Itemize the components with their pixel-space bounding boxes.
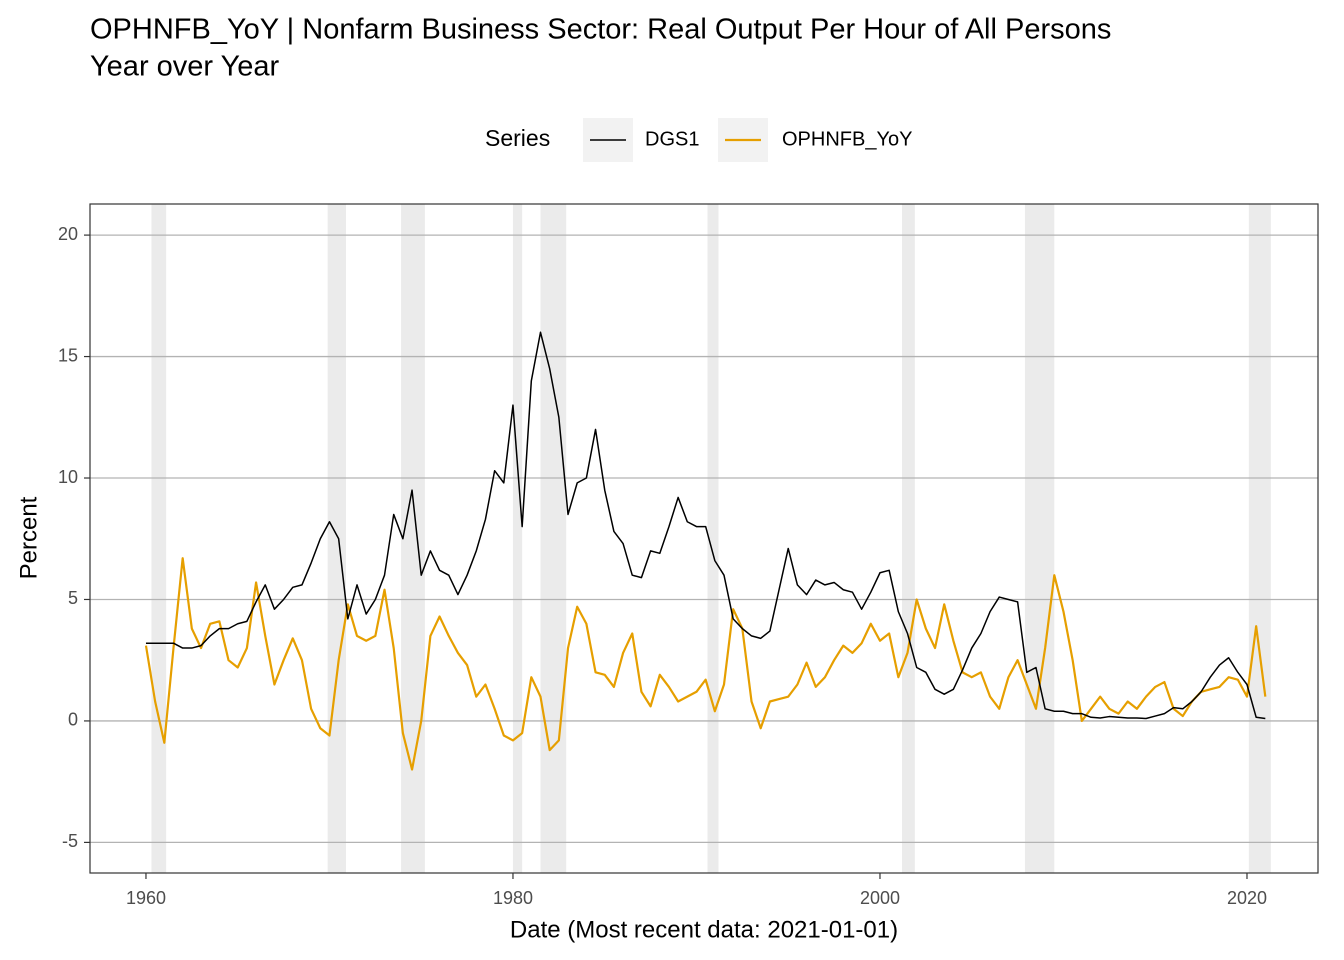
recession-band (512, 204, 523, 873)
legend-label: OPHNFB_YoY (782, 128, 912, 150)
recession-band (1248, 204, 1271, 873)
y-axis-title: Percent (15, 496, 42, 579)
x-tick-label: 1960 (126, 888, 166, 908)
plot-area: -5 0 5 10 15 20 1960 1980 2000 2020 (58, 203, 1319, 908)
recession-band (901, 204, 915, 873)
y-tick-label: -5 (62, 831, 78, 851)
chart-title: OPHNFB_YoY | Nonfarm Business Sector: Re… (90, 14, 1111, 46)
legend-title: Series (485, 125, 550, 151)
chart-title: Year over Year (90, 51, 280, 83)
series-line (145, 331, 1266, 720)
y-tick-label: 5 (68, 588, 78, 608)
recession-band (540, 204, 567, 873)
x-tick-label: 2000 (860, 888, 900, 908)
y-tick-label: 20 (58, 224, 78, 244)
recession-band (1024, 204, 1055, 873)
y-tick-label: 15 (58, 345, 78, 365)
recession-band (401, 204, 425, 873)
y-tick-label: 10 (58, 467, 78, 487)
panel-border (89, 203, 1319, 874)
recession-band (151, 204, 167, 873)
x-tick-label: 1980 (493, 888, 533, 908)
series-line (144, 557, 1267, 771)
x-axis-title: Date (Most recent data: 2021-01-01) (510, 916, 898, 943)
y-tick-label: 0 (68, 710, 78, 730)
recession-band (327, 204, 346, 873)
recession-band (707, 204, 719, 873)
x-tick-label: 2020 (1227, 888, 1267, 908)
legend: DGS1 OPHNFB_YoY (583, 118, 912, 162)
legend-label: DGS1 (645, 128, 699, 150)
